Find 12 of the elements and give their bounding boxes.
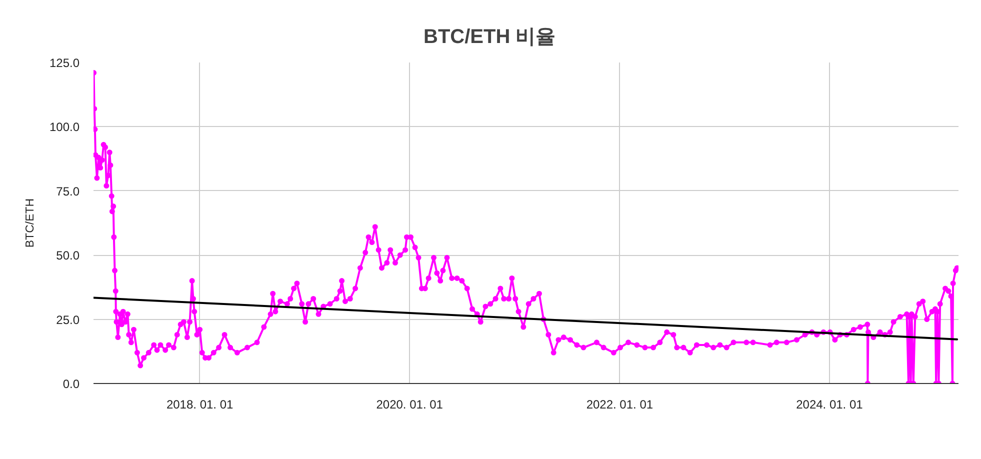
x-tick-label: 2022. 01. 01	[586, 398, 654, 412]
y-tick-label: 50.0	[56, 248, 80, 263]
y-axis-title: BTC/ETH	[24, 198, 36, 248]
y-tick-label: 25.0	[56, 312, 80, 327]
y-tick-label: 0.0	[62, 377, 80, 391]
x-tick-label: 2018. 01. 01	[166, 398, 234, 412]
y-tick-label: 125.0	[49, 56, 80, 70]
x-tick-label: 2020. 01. 01	[376, 398, 444, 412]
y-tick-label: 100.0	[49, 120, 80, 134]
y-tick-label: 75.0	[56, 184, 80, 198]
x-tick-label: 2024. 01. 01	[796, 398, 864, 412]
chart-title: BTC/ETH 비율	[424, 26, 556, 48]
